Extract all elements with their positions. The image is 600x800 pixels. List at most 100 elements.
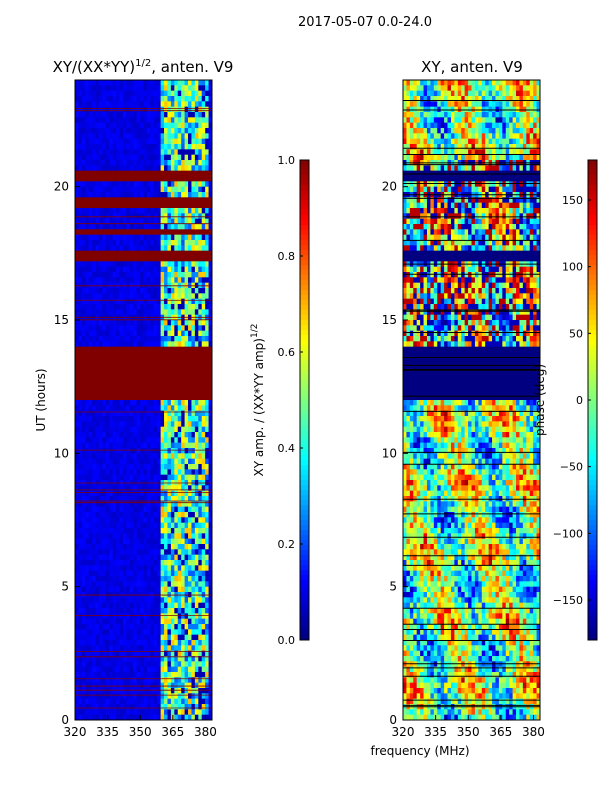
heatmap-cell xyxy=(129,613,134,620)
heatmap-cell xyxy=(102,240,107,246)
heatmap-cell xyxy=(116,426,120,433)
heatmap-cell xyxy=(164,688,168,694)
heatmap-cell xyxy=(191,362,196,369)
heatmap-cell xyxy=(150,453,155,460)
heatmap-cell xyxy=(92,362,96,369)
heatmap-cell xyxy=(92,608,96,614)
heatmap-cell xyxy=(109,90,114,97)
heatmap-cell xyxy=(126,666,131,673)
heatmap-cell xyxy=(116,517,120,524)
heatmap-cell xyxy=(146,218,151,225)
heatmap-cell xyxy=(153,330,158,337)
heatmap-cell xyxy=(85,581,90,588)
heatmap-cell xyxy=(140,304,144,310)
heatmap-cell xyxy=(181,410,185,417)
heatmap-cell xyxy=(119,426,124,433)
heatmap-cell xyxy=(150,629,155,636)
heatmap-cell xyxy=(112,618,117,625)
heatmap-cell xyxy=(177,197,182,204)
heatmap-cell xyxy=(129,122,134,129)
heatmap-cell xyxy=(81,496,86,502)
heatmap-cell xyxy=(174,682,179,689)
heatmap-cell xyxy=(208,410,213,417)
heatmap-cell xyxy=(126,437,131,444)
heatmap-cell xyxy=(160,245,165,252)
heatmap-cell xyxy=(157,384,162,390)
heatmap-cell xyxy=(146,640,151,646)
heatmap-cell xyxy=(150,458,155,465)
heatmap-cell xyxy=(116,544,120,550)
heatmap-cell xyxy=(198,272,203,278)
heatmap-cell xyxy=(177,448,182,454)
heatmap-cell xyxy=(174,602,179,609)
heatmap-cell xyxy=(78,661,83,668)
heatmap-cell xyxy=(98,256,103,262)
heatmap-cell xyxy=(194,560,199,566)
heatmap-cell xyxy=(153,709,158,716)
heatmap-cell xyxy=(146,298,151,305)
heatmap-cell xyxy=(129,112,134,118)
heatmap-cell xyxy=(98,245,103,252)
heatmap-cell xyxy=(201,261,206,268)
heatmap-cell xyxy=(126,218,131,225)
heatmap-cell xyxy=(143,117,148,124)
heatmap-cell xyxy=(181,325,185,332)
heatmap-cell xyxy=(157,618,162,625)
heatmap-cell xyxy=(136,218,141,225)
heatmap-cell xyxy=(78,677,83,684)
heatmap-cell xyxy=(126,549,131,556)
heatmap-cell xyxy=(78,560,83,566)
heatmap-cell xyxy=(194,181,199,188)
heatmap-cell xyxy=(208,368,213,374)
heatmap-cell xyxy=(98,464,103,470)
heatmap-cell xyxy=(194,453,199,460)
heatmap-cell xyxy=(136,368,141,374)
heatmap-cell xyxy=(105,202,110,209)
heatmap-cell xyxy=(122,554,127,561)
heatmap-cell xyxy=(136,320,141,326)
heatmap-cell xyxy=(85,405,90,412)
colorbar-step xyxy=(300,330,309,336)
heatmap-cell xyxy=(205,581,209,588)
heatmap-cell xyxy=(184,544,189,550)
heatmap-cell xyxy=(492,80,496,86)
heatmap-cell xyxy=(105,346,110,353)
heatmap-cell xyxy=(98,160,103,166)
heatmap-cell xyxy=(126,410,131,417)
colorbar-step xyxy=(300,635,309,641)
heatmap-cell xyxy=(102,570,107,577)
heatmap-cell xyxy=(95,250,100,257)
heatmap-cell xyxy=(133,533,138,540)
heatmap-cell xyxy=(116,570,120,577)
heatmap-cell xyxy=(95,352,100,358)
heatmap-cell xyxy=(105,80,110,86)
heatmap-cell xyxy=(105,672,110,678)
heatmap-cell xyxy=(177,576,182,582)
heatmap-cell xyxy=(78,336,83,342)
heatmap-cell xyxy=(184,144,189,150)
heatmap-cell xyxy=(92,656,96,662)
heatmap-cell xyxy=(177,560,182,566)
heatmap-cell xyxy=(88,693,93,700)
heatmap-cell xyxy=(146,336,151,342)
left-panel-title: XY/(XX*YY)1/2, anten. V9 xyxy=(53,58,234,76)
heatmap-cell xyxy=(126,112,131,118)
colorbar-step xyxy=(300,260,309,266)
heatmap-cell xyxy=(170,144,175,150)
heatmap-cell xyxy=(194,224,199,230)
heatmap-cell xyxy=(75,272,79,278)
heatmap-cell xyxy=(208,197,213,204)
heatmap-cell xyxy=(129,202,134,209)
heatmap-cell xyxy=(136,208,141,214)
heatmap-cell xyxy=(119,410,124,417)
heatmap-cell xyxy=(174,656,179,662)
heatmap-cell xyxy=(184,410,189,417)
heatmap-cell xyxy=(105,688,110,694)
heatmap-cell xyxy=(167,133,172,140)
heatmap-cell xyxy=(122,528,127,534)
heatmap-cell xyxy=(174,560,179,566)
heatmap-cell xyxy=(88,656,93,662)
heatmap-cell xyxy=(160,597,165,604)
heatmap-cell xyxy=(116,410,120,417)
heatmap-cell xyxy=(205,448,209,454)
